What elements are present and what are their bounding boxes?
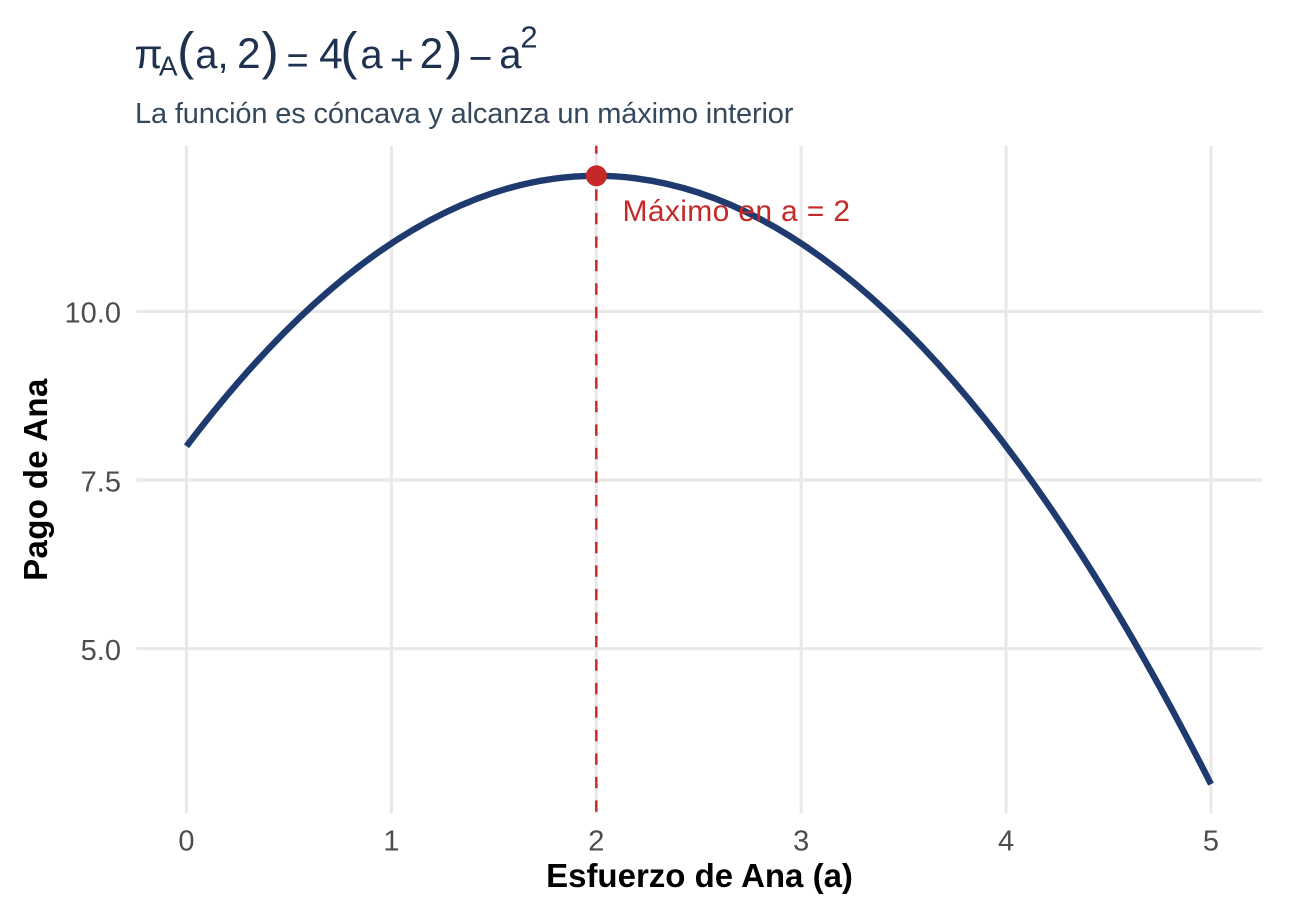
svg-text:−: − xyxy=(469,35,493,81)
svg-text:7.5: 7.5 xyxy=(81,466,121,498)
svg-text:(: ( xyxy=(177,21,194,79)
svg-text:Pago de Ana: Pago de Ana xyxy=(17,378,54,581)
svg-text:4: 4 xyxy=(319,31,343,78)
svg-text:La función es cóncava y alcanz: La función es cóncava y alcanza un máxim… xyxy=(135,98,794,130)
svg-text:π: π xyxy=(134,31,162,77)
svg-text:5: 5 xyxy=(1203,826,1219,858)
svg-text:(: ( xyxy=(340,21,357,79)
svg-text:): ) xyxy=(445,21,462,79)
svg-text:=: = xyxy=(287,40,309,82)
svg-text:+: + xyxy=(390,37,414,83)
svg-text:2: 2 xyxy=(237,31,261,78)
svg-text:a,: a, xyxy=(195,33,228,77)
svg-text:a: a xyxy=(499,33,522,77)
svg-text:A: A xyxy=(159,50,178,81)
svg-text:5.0: 5.0 xyxy=(81,635,121,667)
svg-text:10.0: 10.0 xyxy=(65,298,121,330)
svg-text:0: 0 xyxy=(178,826,194,858)
svg-text:Esfuerzo de Ana (a): Esfuerzo de Ana (a) xyxy=(546,857,853,894)
svg-text:): ) xyxy=(262,21,279,79)
svg-text:a: a xyxy=(360,33,383,77)
svg-text:4: 4 xyxy=(998,826,1014,858)
svg-text:1: 1 xyxy=(383,826,399,858)
svg-text:Máximo en a = 2: Máximo en a = 2 xyxy=(623,195,851,228)
svg-text:2: 2 xyxy=(588,826,604,858)
svg-text:2: 2 xyxy=(520,20,537,55)
svg-text:2: 2 xyxy=(420,31,444,78)
svg-text:3: 3 xyxy=(793,826,809,858)
